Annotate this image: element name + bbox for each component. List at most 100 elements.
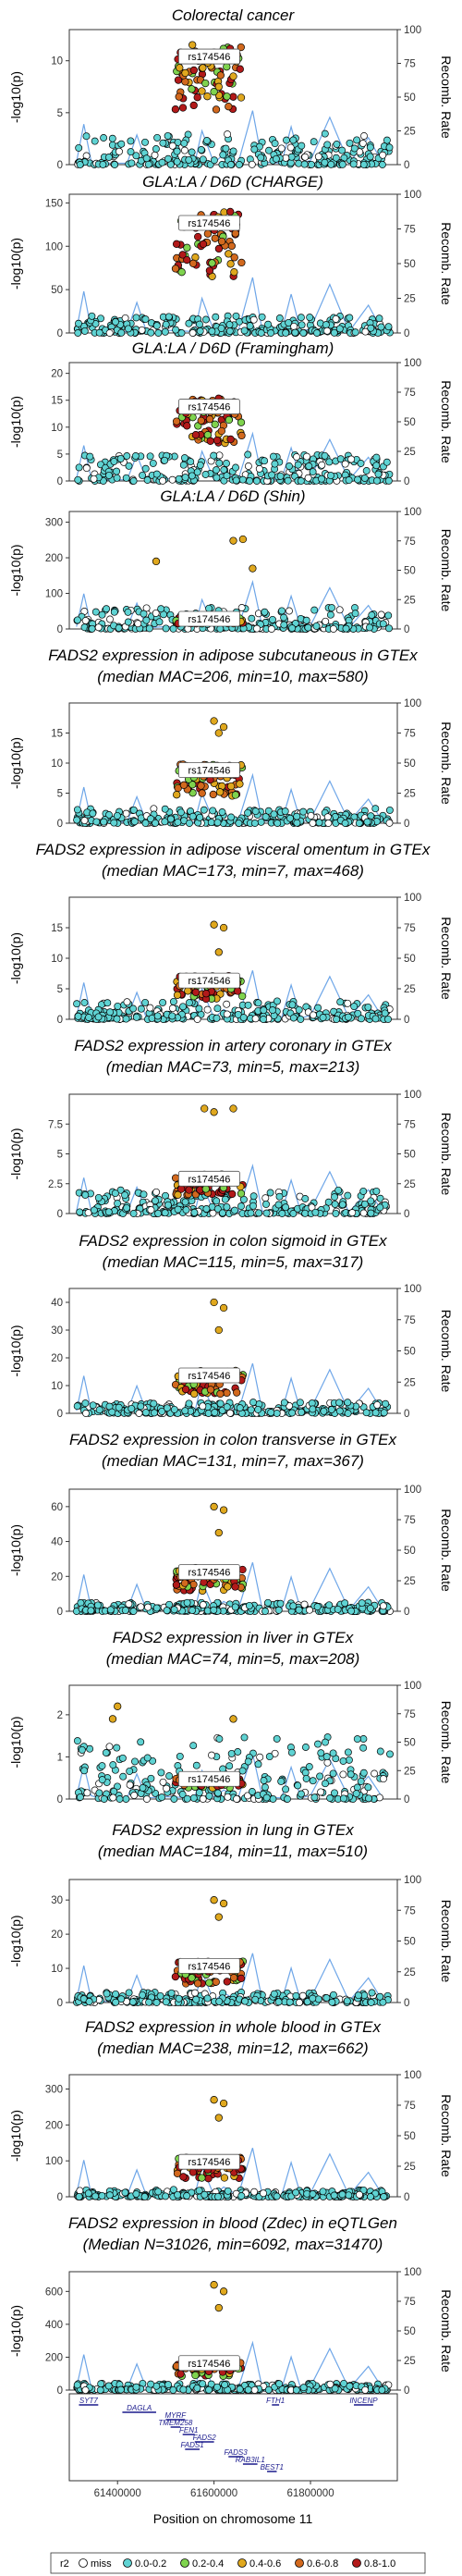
snp-point (191, 1990, 198, 1996)
snp-point (227, 161, 234, 167)
y-tick-label: 400 (45, 2320, 63, 2331)
snp-point (315, 1005, 322, 1011)
y-axis-label: -log10(p) (8, 71, 23, 123)
snp-point (197, 814, 203, 820)
legend: r2 miss 0.0-0.2 0.2-0.4 0.4-0.6 0.6-0.8 0.8-1.… (51, 2553, 425, 2573)
snp-point (246, 1602, 252, 1608)
snp-point (226, 327, 233, 334)
snp-point (293, 453, 299, 460)
y-tick-label: 15 (51, 729, 63, 740)
snp-point (222, 2382, 228, 2388)
snp-point (224, 1203, 230, 1210)
snp-point (249, 1788, 255, 1794)
snp-point (220, 152, 226, 158)
snp-point (348, 1608, 355, 1614)
snp-point (127, 1781, 133, 1788)
snp-point (276, 314, 283, 321)
snp-point (266, 1754, 273, 1760)
snp-point (145, 161, 152, 167)
panel-title: FADS2 expression in artery coronary in G… (74, 1037, 392, 1054)
snp-point (160, 477, 166, 484)
snp-point (363, 1410, 370, 1416)
snp-point (292, 329, 298, 336)
snp-point (200, 1795, 206, 1802)
snp-point (253, 625, 260, 632)
snp-point (117, 455, 124, 462)
panel-title: FADS2 expression in lung in GTEx (112, 1821, 354, 1839)
snp-point (190, 1743, 197, 1749)
recomb-axis-label: Recomb. Rate (439, 2094, 454, 2177)
recomb-tick-label: 75 (404, 923, 416, 934)
snp-point (114, 475, 120, 481)
snp-point (105, 1209, 112, 1215)
snp-point (148, 329, 154, 336)
panel-5: FADS2 expression in adipose subcutaneous… (8, 647, 454, 830)
lead-variant-label: rs174546 (188, 1568, 230, 1579)
snp-point (359, 140, 366, 146)
snp-point (205, 2386, 212, 2393)
snp-point (264, 1599, 271, 1606)
snp-point (153, 323, 160, 329)
snp-point (385, 477, 392, 484)
snp-point (261, 609, 268, 615)
recomb-tick-label: 0 (404, 160, 409, 171)
snp-point (306, 462, 312, 469)
snp-point (275, 1999, 282, 2005)
y-tick-label: 10 (51, 1964, 63, 1975)
snp-point (322, 130, 328, 137)
snp-point (326, 459, 333, 465)
snp-point (289, 625, 296, 632)
snp-point (192, 431, 200, 438)
snp-point (369, 611, 375, 618)
snp-point (105, 2383, 112, 2389)
snp-point (378, 324, 384, 330)
snp-point (340, 1771, 346, 1778)
snp-point (228, 814, 235, 820)
snp-point (184, 1795, 190, 1802)
snp-point (331, 2192, 337, 2199)
snp-point (77, 2188, 83, 2194)
snp-point (302, 1744, 309, 1750)
snp-point (274, 1735, 280, 1742)
snp-point (114, 468, 120, 475)
snp-point (345, 1410, 351, 1416)
snp-point (227, 261, 235, 268)
panel-title: FADS2 expression in liver in GTEx (113, 1629, 354, 1646)
snp-point (118, 329, 125, 336)
snp-point (356, 2191, 362, 2198)
y-tick-label: 2 (57, 1710, 63, 1721)
snp-point (86, 1998, 92, 2004)
snp-point (200, 156, 206, 163)
snp-point (202, 316, 209, 323)
snp-point (214, 2193, 221, 2200)
snp-point (164, 155, 171, 162)
snp-point (336, 1399, 343, 1406)
snp-point (194, 233, 201, 240)
snp-point (113, 1991, 119, 1997)
snp-point (112, 318, 118, 325)
panel-3: GLA:LA / D6D (Framingham)051015200255075… (8, 339, 454, 487)
gene-label: FTH1 (266, 2397, 285, 2405)
snp-point (135, 621, 141, 627)
recomb-tick-label: 50 (404, 92, 416, 104)
snp-point (188, 459, 194, 465)
snp-point (230, 93, 237, 101)
recomb-tick-label: 100 (404, 190, 421, 201)
snp-point (181, 455, 188, 462)
snp-point (316, 820, 322, 826)
snp-point (237, 781, 244, 788)
snp-point (286, 1999, 293, 2005)
snp-point (334, 1016, 340, 1022)
snp-point (336, 1408, 343, 1414)
snp-point (173, 1582, 180, 1589)
snp-point (322, 1781, 328, 1787)
snp-point (211, 1503, 218, 1510)
panel-subtitle: (median MAC=206, min=10, max=580) (97, 668, 368, 685)
snp-point (74, 1001, 80, 1007)
snp-point (164, 1608, 170, 1614)
legend-label: 0.6-0.8 (307, 2558, 338, 2570)
snp-point (386, 1751, 393, 1757)
snp-point (368, 1198, 374, 1204)
snp-point (249, 1202, 256, 1209)
snp-point (228, 242, 236, 250)
